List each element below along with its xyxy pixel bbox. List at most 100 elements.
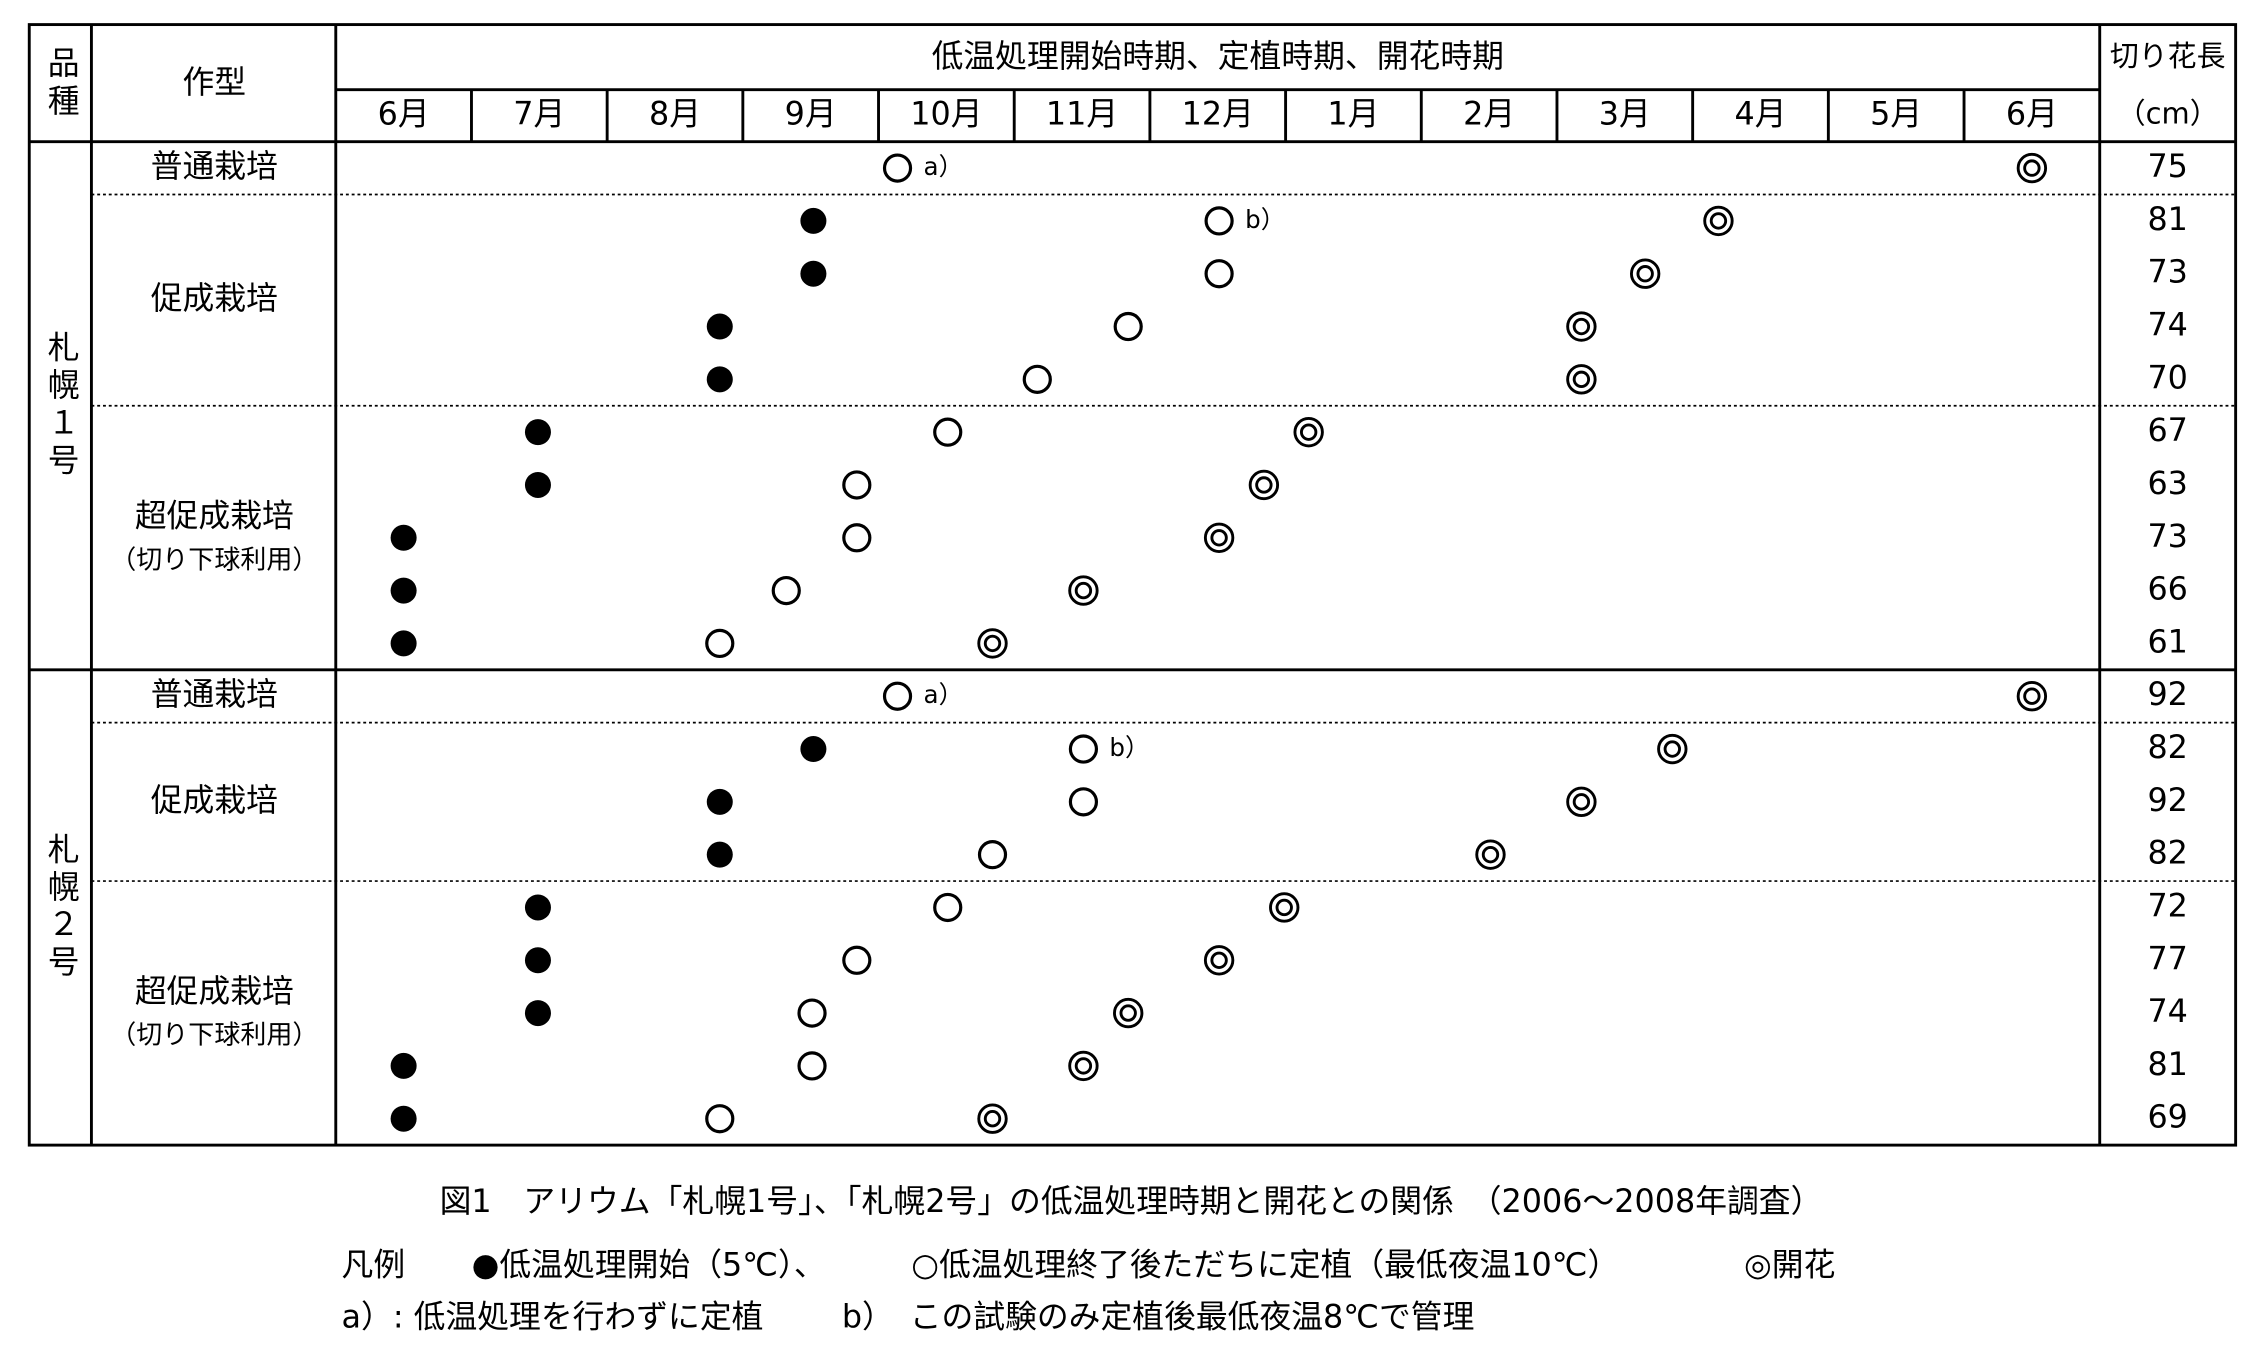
plant-marker	[842, 523, 872, 553]
plant-marker	[842, 470, 872, 500]
legend-start: ●低温処理開始（5℃）、	[472, 1247, 826, 1284]
start-marker	[524, 419, 551, 446]
header-length: 切り花長	[2110, 39, 2226, 73]
section-sublabel: （切り下球利用）	[110, 545, 318, 575]
header-variety: 品種	[43, 46, 80, 121]
section-label: 普通栽培	[151, 676, 278, 713]
bloom-inner	[1572, 370, 1591, 389]
month-label: 10月	[910, 96, 982, 133]
length-value: 74	[2147, 993, 2187, 1030]
month-label: 7月	[513, 96, 565, 133]
header-cultivation: 作型	[183, 64, 247, 101]
start-marker	[390, 1105, 417, 1132]
bloom-marker	[2016, 681, 2048, 712]
plant-marker	[1068, 787, 1099, 817]
bloom-marker	[1068, 1050, 1099, 1082]
start-marker	[706, 788, 733, 815]
bloom-inner	[1119, 1004, 1137, 1022]
month-label: 6月	[2006, 96, 2058, 133]
start-marker	[706, 313, 733, 340]
header-unit: （cm）	[2117, 97, 2219, 131]
length-value: 82	[2147, 729, 2187, 766]
start-marker	[800, 736, 827, 763]
month-label: 6月	[378, 96, 430, 133]
plant-marker	[1204, 259, 1234, 289]
plant-marker	[705, 628, 735, 659]
bloom-marker	[1566, 364, 1597, 395]
bloom-marker	[1293, 416, 1324, 448]
plant-marker	[842, 945, 872, 975]
variety-label: 札幌２号	[43, 832, 80, 982]
start-marker	[390, 630, 417, 657]
month-label: 1月	[1327, 96, 1379, 133]
plant-marker	[882, 681, 913, 711]
bloom-marker	[1703, 205, 1734, 237]
start-marker	[390, 577, 417, 604]
legend-bloom: ◎開花	[1744, 1247, 1835, 1284]
length-value: 61	[2147, 623, 2187, 660]
plant-marker	[933, 892, 963, 923]
start-marker	[524, 1000, 551, 1027]
bloom-inner	[2023, 687, 2041, 705]
note-b: b） この試験のみ定植後最低夜温8℃で管理	[842, 1299, 1475, 1336]
bloom-marker	[1629, 258, 1661, 289]
table-border	[27, 23, 2238, 1147]
length-value: 77	[2147, 940, 2187, 977]
legend-plant: ○低温処理終了後ただちに定植（最低夜温10℃）	[911, 1247, 1619, 1284]
plant-marker	[705, 1104, 735, 1134]
section-label: 促成栽培	[151, 782, 278, 819]
section-label: 促成栽培	[151, 280, 278, 317]
plant-marker	[797, 998, 827, 1028]
length-value: 72	[2147, 887, 2187, 924]
plant-marker	[1204, 206, 1234, 236]
month-label: 8月	[649, 96, 701, 133]
note-label: b）	[1109, 733, 1149, 762]
month-label: 2月	[1463, 96, 1515, 133]
length-value: 70	[2147, 359, 2187, 396]
plant-marker	[977, 840, 1008, 870]
section-sublabel: （切り下球利用）	[110, 1021, 318, 1051]
bloom-inner	[1275, 898, 1293, 917]
bloom-inner	[1255, 476, 1273, 494]
length-value: 81	[2147, 201, 2187, 238]
note-label: a）	[924, 152, 964, 181]
bloom-marker	[1657, 733, 1688, 765]
bloom-marker	[977, 1103, 1008, 1134]
month-label: 12月	[1182, 96, 1254, 133]
start-marker	[706, 366, 733, 393]
length-value: 73	[2147, 254, 2187, 291]
header-period: 低温処理開始時期、定植時期、開花時期	[932, 38, 1504, 75]
note-a: a）: 低温処理を行わずに定植	[342, 1299, 764, 1336]
plant-marker	[1113, 311, 1143, 342]
bloom-marker	[1113, 997, 1144, 1029]
start-marker	[390, 1052, 417, 1079]
month-label: 11月	[1046, 96, 1118, 133]
bloom-marker	[1248, 469, 1280, 501]
section-label: 超促成栽培	[135, 973, 294, 1010]
start-marker	[524, 947, 551, 974]
start-marker	[390, 524, 417, 551]
plant-marker	[797, 1051, 827, 1081]
bloom-inner	[1210, 951, 1228, 969]
month-label: 3月	[1599, 96, 1651, 133]
bloom-inner	[1709, 212, 1728, 230]
bloom-marker	[977, 628, 1008, 659]
section-label: 普通栽培	[151, 148, 278, 185]
plant-marker	[933, 417, 963, 447]
length-value: 81	[2147, 1046, 2187, 1083]
length-value: 69	[2147, 1099, 2187, 1136]
bloom-marker	[1203, 522, 1235, 553]
length-value: 67	[2147, 412, 2187, 449]
length-value: 66	[2147, 571, 2187, 608]
start-marker	[524, 894, 551, 921]
month-label: 4月	[1734, 96, 1786, 133]
start-marker	[800, 207, 827, 234]
bloom-inner	[983, 1110, 1002, 1128]
bloom-inner	[1636, 265, 1654, 283]
legend-title: 凡例	[342, 1247, 406, 1284]
length-value: 73	[2147, 518, 2187, 555]
bloom-inner	[1210, 529, 1228, 547]
bloom-inner	[1074, 1057, 1093, 1075]
plant-marker	[1022, 364, 1052, 394]
